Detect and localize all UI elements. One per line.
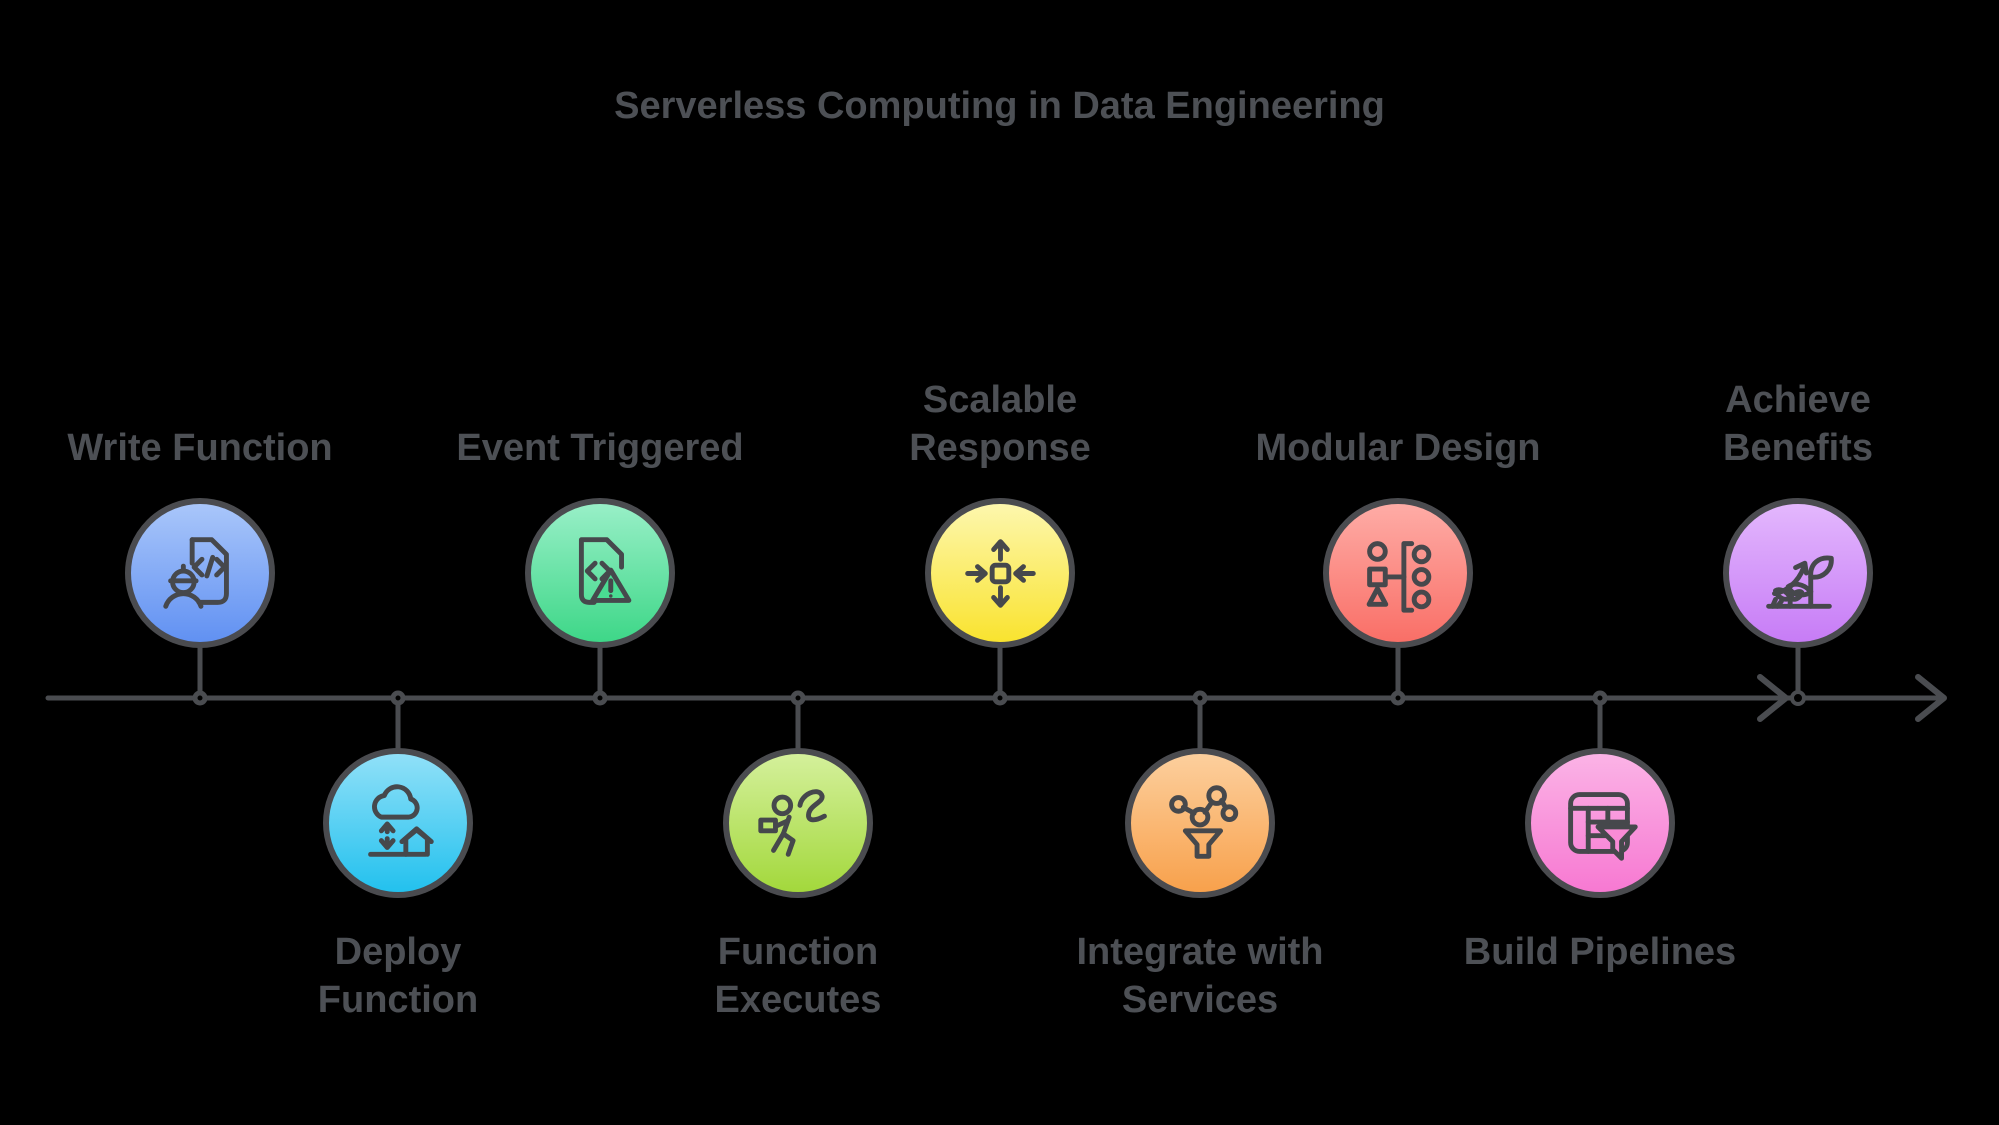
code-document-alert-icon — [578, 537, 632, 605]
timeline-junction-dot — [1192, 690, 1208, 706]
node-label-scalable-response: Scalable Response — [909, 379, 1091, 469]
timeline-junction-dot — [790, 690, 806, 706]
timeline-junction-dot — [390, 690, 406, 706]
growth-plant-icon — [1766, 555, 1834, 609]
cloud-deploy-house-icon — [368, 784, 434, 857]
timeline-arrowhead — [1915, 674, 1947, 722]
node-label-modular-design: Modular Design — [1255, 427, 1541, 469]
timeline-junction-dot — [1790, 690, 1806, 706]
node-label-function-executes: Function Executes — [714, 931, 882, 1021]
engineer-code-document-icon — [163, 537, 229, 609]
node-label-integrate-services: Integrate with Services — [1076, 931, 1324, 1021]
node-label-build-pipelines: Build Pipelines — [1463, 931, 1737, 973]
running-person-icon — [758, 789, 827, 857]
graph-nodes-funnel-icon — [1169, 785, 1239, 859]
node-label-event-triggered: Event Triggered — [456, 427, 744, 469]
node-label-deploy-function: Deploy Function — [317, 931, 479, 1021]
node-circle-modular-design — [1323, 498, 1473, 648]
timeline-arrowhead — [1757, 674, 1789, 722]
timeline-junction-dot — [592, 690, 608, 706]
node-circle-event-triggered — [525, 498, 675, 648]
node-circle-integrate-services — [1125, 748, 1275, 898]
node-circle-achieve-benefits — [1723, 498, 1873, 648]
table-filter-icon — [1568, 792, 1638, 861]
node-circle-deploy-function — [323, 748, 473, 898]
node-label-achieve-benefits: Achieve Benefits — [1723, 379, 1873, 469]
node-circle-function-executes — [723, 748, 873, 898]
node-circle-scalable-response — [925, 498, 1075, 648]
node-label-write-function: Write Function — [67, 427, 333, 469]
node-circle-build-pipelines — [1525, 748, 1675, 898]
timeline-junction-dot — [992, 690, 1008, 706]
diagram-title: Serverless Computing in Data Engineering — [614, 85, 1385, 127]
timeline-junction-dot — [1592, 690, 1608, 706]
shapes-mapping-icon — [1366, 541, 1432, 613]
timeline-junction-dot — [192, 690, 208, 706]
timeline-junction-dot — [1390, 690, 1406, 706]
scale-arrows-square-icon — [965, 539, 1036, 608]
node-circle-write-function — [125, 498, 275, 648]
